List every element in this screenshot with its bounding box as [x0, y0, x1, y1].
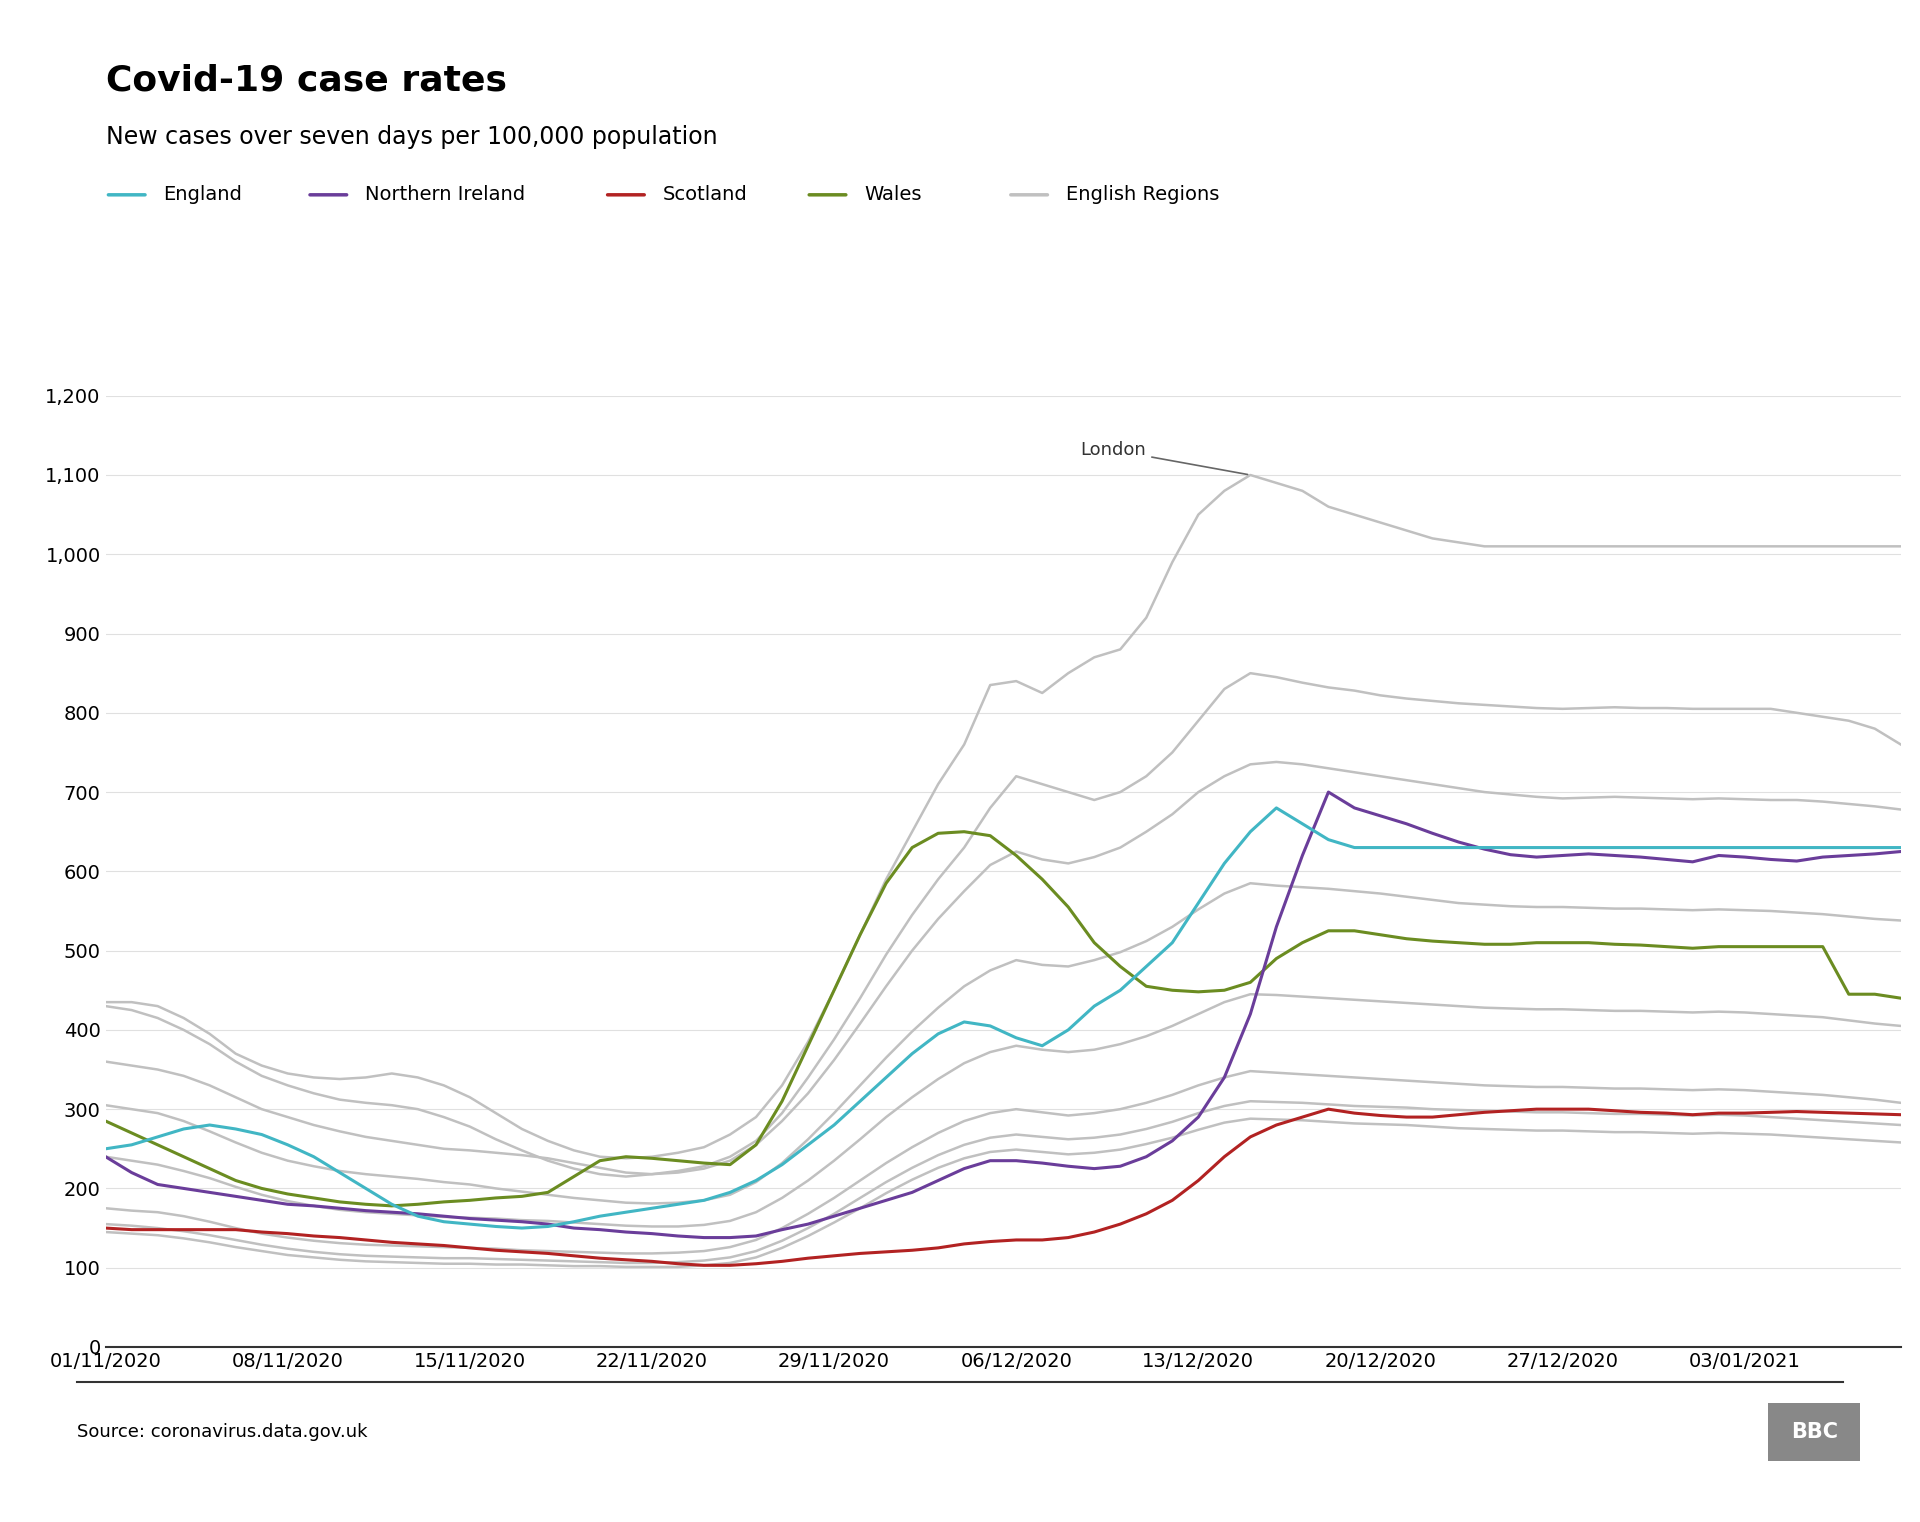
Text: New cases over seven days per 100,000 population: New cases over seven days per 100,000 po…: [106, 125, 718, 149]
Text: Wales: Wales: [864, 186, 922, 204]
Text: Northern Ireland: Northern Ireland: [365, 186, 524, 204]
Text: Covid-19 case rates: Covid-19 case rates: [106, 64, 507, 97]
Text: Scotland: Scotland: [662, 186, 747, 204]
Text: London: London: [1081, 441, 1248, 475]
Text: English Regions: English Regions: [1066, 186, 1219, 204]
Text: Source: coronavirus.data.gov.uk: Source: coronavirus.data.gov.uk: [77, 1423, 367, 1441]
Text: BBC: BBC: [1791, 1422, 1837, 1443]
Text: England: England: [163, 186, 242, 204]
